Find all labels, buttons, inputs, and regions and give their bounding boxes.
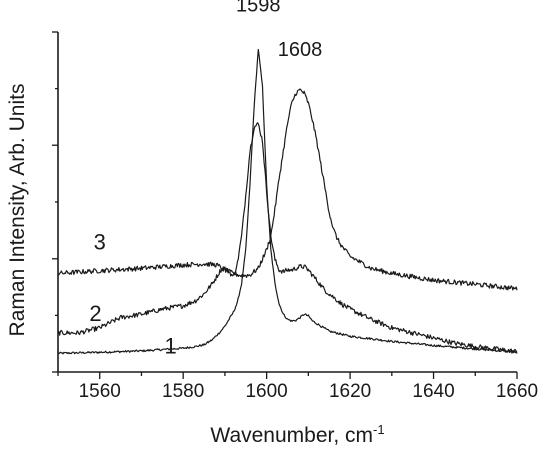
x-axis-title-text: Wavenumber, cm [210,424,373,447]
x-tick-label: 1640 [412,381,454,402]
peak-label-1598: 1598 [236,0,281,17]
series-1-label: 1 [165,333,177,358]
x-axis-title-superscript: -1 [373,422,385,437]
x-tick-label: 1600 [245,381,287,402]
curves [57,48,518,355]
peak-label-1608: 1608 [278,39,323,61]
labels: Wavenumber, cm-1 Raman Intensity, Arb. Un… [6,0,385,447]
series-2-label: 2 [89,301,101,326]
series-1-line [57,48,518,355]
x-tick-label: 1660 [496,381,538,402]
x-tick-label: 1560 [79,381,121,402]
series-3-label: 3 [94,230,106,255]
axes: 1560 1580 1600 1620 1640 1660 [52,31,538,402]
series-2-line [57,122,518,354]
x-tick-label: 1620 [329,381,371,402]
x-tick-label: 1580 [162,381,204,402]
series-3-line [57,88,518,291]
y-axis-title: Raman Intensity, Arb. Units [6,84,29,337]
x-axis-title: Wavenumber, cm-1 [210,422,384,447]
